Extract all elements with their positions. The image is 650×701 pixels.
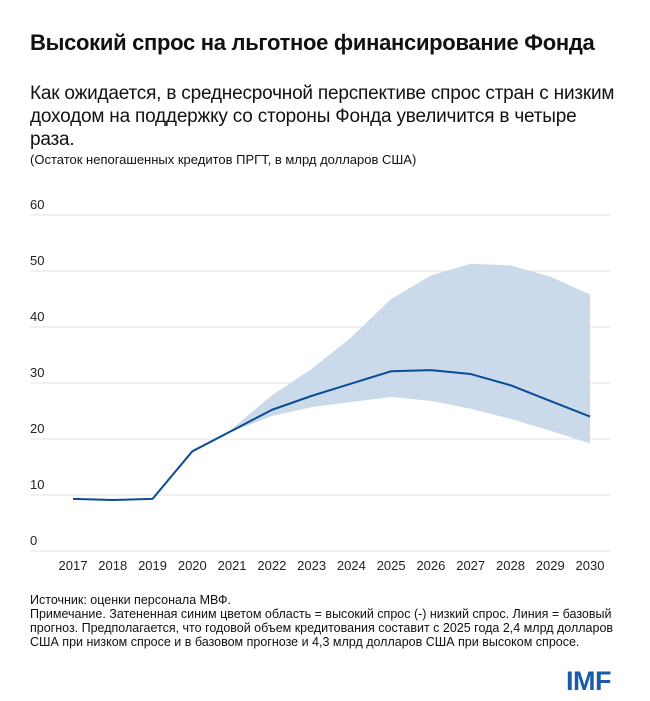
y-tick-label: 30	[30, 365, 44, 380]
x-tick-label: 2018	[98, 558, 127, 573]
note-text: Примечание. Затененная синим цветом обла…	[30, 607, 614, 649]
x-tick-label: 2021	[218, 558, 247, 573]
x-tick-label: 2025	[377, 558, 406, 573]
x-tick-label: 2029	[536, 558, 565, 573]
imf-logo: IMF	[566, 666, 612, 696]
demand-band	[232, 263, 591, 444]
x-tick-label: 2019	[138, 558, 167, 573]
x-tick-label: 2024	[337, 558, 366, 573]
y-tick-label: 0	[30, 533, 37, 548]
x-tick-label: 2017	[59, 558, 88, 573]
baseline-line	[72, 369, 591, 502]
footer-notes: Источник: оценки персонала МВФ. Примечан…	[30, 593, 620, 649]
x-tick-label: 2026	[416, 558, 445, 573]
chart-subtitle: Как ожидается, в среднесрочной перспекти…	[30, 83, 615, 150]
y-tick-label: 20	[30, 421, 44, 436]
y-tick-label: 10	[30, 477, 44, 492]
y-tick-label: 60	[30, 197, 44, 212]
source-text: Источник: оценки персонала МВФ.	[30, 593, 231, 607]
x-tick-label: 2027	[456, 558, 485, 573]
y-tick-label: 50	[30, 253, 44, 268]
x-tick-label: 2030	[576, 558, 605, 573]
x-tick-label: 2028	[496, 558, 525, 573]
units-label: (Остаток непогашенных кредитов ПРГТ, в м…	[30, 152, 417, 167]
x-tick-label: 2022	[257, 558, 286, 573]
x-tick-label: 2023	[297, 558, 326, 573]
y-tick-label: 40	[30, 309, 44, 324]
x-tick-label: 2020	[178, 558, 207, 573]
chart-title: Высокий спрос на льготное финансирование…	[30, 30, 595, 55]
